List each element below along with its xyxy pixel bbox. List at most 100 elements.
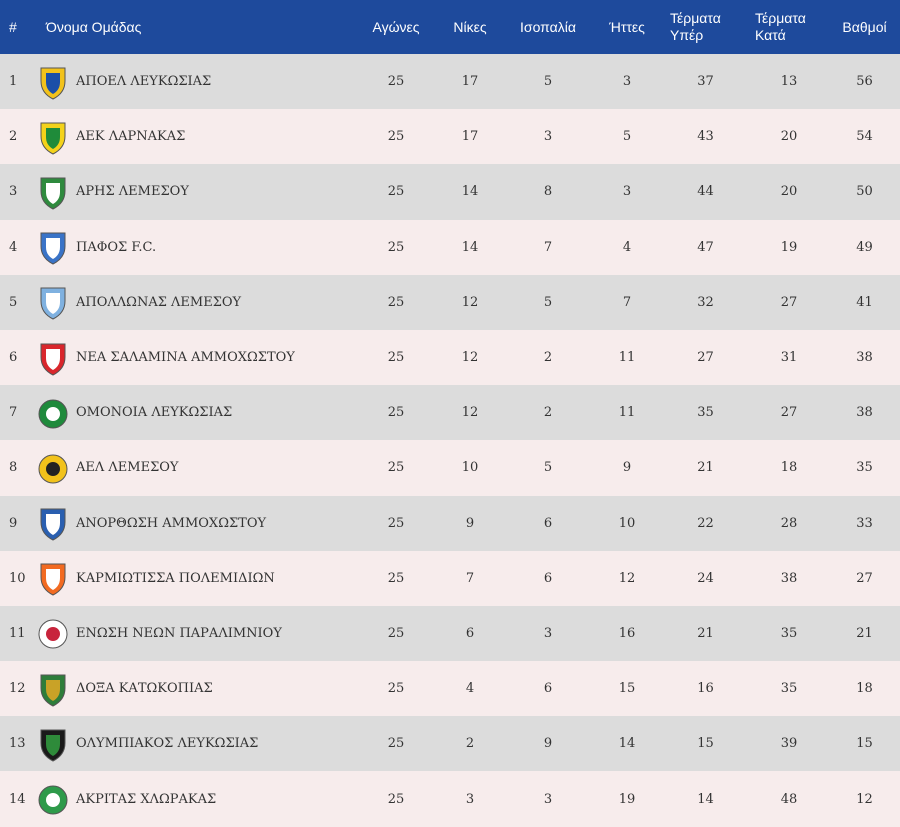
team-info[interactable]: ΑΠΟΕΛ ΛΕΥΚΩΣΙΑΣ	[38, 63, 356, 101]
team-name[interactable]: ΔΟΞΑ ΚΑΤΩΚΟΠΙΑΣ	[76, 681, 213, 697]
table-row[interactable]: 12 ΔΟΞΑ ΚΑΤΩΚΟΠΙΑΣ 25 4 6 15 16 35 18	[0, 661, 900, 717]
goals-against-cell: 18	[780, 460, 798, 476]
team-cell[interactable]: ΠΑΦΟΣ F.C.	[38, 220, 356, 275]
table-row[interactable]: 4 ΠΑΦΟΣ F.C. 25 14 7 4 47 19 49	[0, 219, 900, 275]
team-name[interactable]: ΠΑΦΟΣ F.C.	[76, 239, 157, 255]
rank-cell: 3	[9, 184, 18, 200]
team-cell[interactable]: ΟΜΟΝΟΙΑ ΛΕΥΚΩΣΙΑΣ	[38, 385, 356, 440]
wins-cell: 14	[461, 184, 479, 200]
goals-for-cell: 21	[697, 625, 714, 641]
goals-for-cell: 37	[697, 74, 714, 90]
team-info[interactable]: ΑΕΚ ΛΑΡΝΑΚΑΣ	[38, 118, 356, 156]
table-row[interactable]: 2 ΑΕΚ ΛΑΡΝΑΚΑΣ 25 17 3 5 43 20 54	[0, 109, 900, 165]
goals-against-cell: 27	[780, 294, 798, 310]
table-row[interactable]: 3 ΑΡΗΣ ΛΕΜΕΣΟΥ 25 14 8 3 44 20 50	[0, 164, 900, 220]
points-cell: 15	[856, 736, 873, 752]
team-info[interactable]: ΚΑΡΜΙΩΤΙΣΣΑ ΠΟΛΕΜΙΔΙΩΝ	[38, 559, 356, 597]
table-row[interactable]: 14 ΑΚΡΙΤΑΣ ΧΛΩΡΑΚΑΣ 25 3 3 19 14 48 12	[0, 771, 900, 827]
points-cell: 21	[856, 625, 873, 641]
team-cell[interactable]: ΟΛΥΜΠΙΑΚΟΣ ΛΕΥΚΩΣΙΑΣ	[38, 716, 356, 771]
team-name[interactable]: ΝΕΑ ΣΑΛΑΜΙΝΑ ΑΜΜΟΧΩΣΤΟΥ	[76, 350, 295, 366]
wins-cell: 4	[465, 681, 475, 697]
wins-cell: 17	[461, 74, 479, 90]
header-rank[interactable]: #	[9, 18, 17, 35]
points-cell: 41	[856, 294, 873, 310]
team-name[interactable]: ΚΑΡΜΙΩΤΙΣΣΑ ΠΟΛΕΜΙΔΙΩΝ	[76, 570, 275, 586]
header-draws[interactable]: Ισοπαλία	[520, 18, 576, 35]
team-cell[interactable]: ΑΝΟΡΘΩΣΗ ΑΜΜΟΧΩΣΤΟΥ	[38, 496, 356, 551]
played-cell: 25	[387, 184, 405, 200]
header-goals-for[interactable]: Τέρματα Υπέρ	[662, 0, 749, 54]
team-name[interactable]: ΑΠΟΕΛ ΛΕΥΚΩΣΙΑΣ	[76, 74, 212, 90]
played-cell: 25	[387, 570, 405, 586]
draws-cell: 7	[543, 239, 553, 255]
header-goals-against-line2: Κατά	[755, 27, 786, 43]
table-row[interactable]: 11 ΕΝΩΣΗ ΝΕΩΝ ΠΑΡΑΛΙΜΝΙΟΥ 25 6 3 16 21 35 21	[0, 605, 900, 662]
table-row[interactable]: 13 ΟΛΥΜΠΙΑΚΟΣ ΛΕΥΚΩΣΙΑΣ 25 2 9 14 15 39 15	[0, 716, 900, 772]
enp-crest-icon	[38, 614, 68, 652]
goals-for-cell: 22	[697, 515, 714, 531]
rank-cell: 12	[9, 681, 26, 697]
team-info[interactable]: ΑΕΛ ΛΕΜΕΣΟΥ	[38, 449, 356, 487]
team-cell[interactable]: ΑΕΛ ΛΕΜΕΣΟΥ	[38, 440, 356, 495]
goals-against-cell: 28	[780, 515, 798, 531]
wins-cell: 3	[465, 791, 475, 807]
draws-cell: 3	[543, 791, 553, 807]
team-cell[interactable]: ΔΟΞΑ ΚΑΤΩΚΟΠΙΑΣ	[38, 661, 356, 716]
team-info[interactable]: ΝΕΑ ΣΑΛΑΜΙΝΑ ΑΜΜΟΧΩΣΤΟΥ	[38, 339, 356, 377]
team-name[interactable]: ΑΡΗΣ ΛΕΜΕΣΟΥ	[76, 184, 189, 200]
team-name[interactable]: ΕΝΩΣΗ ΝΕΩΝ ΠΑΡΑΛΙΜΝΙΟΥ	[76, 625, 282, 641]
played-cell: 25	[387, 74, 405, 90]
points-cell: 27	[856, 570, 873, 586]
table-row[interactable]: 10 ΚΑΡΜΙΩΤΙΣΣΑ ΠΟΛΕΜΙΔΙΩΝ 25 7 6 12 24 38 27	[0, 550, 900, 606]
losses-cell: 11	[618, 350, 636, 366]
anorthosis-crest-icon	[38, 504, 68, 542]
team-info[interactable]: ΟΛΥΜΠΙΑΚΟΣ ΛΕΥΚΩΣΙΑΣ	[38, 725, 356, 763]
header-wins[interactable]: Νίκες	[453, 18, 487, 35]
table-row[interactable]: 1 ΑΠΟΕΛ ΛΕΥΚΩΣΙΑΣ 25 17 5 3 37 13 56	[0, 54, 900, 110]
team-name[interactable]: ΑΕΚ ΛΑΡΝΑΚΑΣ	[76, 129, 186, 145]
team-name[interactable]: ΑΚΡΙΤΑΣ ΧΛΩΡΑΚΑΣ	[76, 791, 217, 807]
points-cell: 56	[856, 74, 873, 90]
team-cell[interactable]: ΚΑΡΜΙΩΤΙΣΣΑ ΠΟΛΕΜΙΔΙΩΝ	[38, 551, 356, 606]
team-name[interactable]: ΟΜΟΝΟΙΑ ΛΕΥΚΩΣΙΑΣ	[76, 405, 233, 421]
points-cell: 38	[856, 405, 873, 421]
table-row[interactable]: 5 ΑΠΟΛΛΩΝΑΣ ΛΕΜΕΣΟΥ 25 12 5 7 32 27 41	[0, 274, 900, 330]
header-losses[interactable]: Ήττες	[609, 18, 645, 35]
losses-cell: 3	[622, 184, 632, 200]
losses-cell: 16	[618, 625, 636, 641]
team-name[interactable]: ΑΝΟΡΘΩΣΗ ΑΜΜΟΧΩΣΤΟΥ	[76, 515, 267, 531]
team-cell[interactable]: ΑΠΟΕΛ ΛΕΥΚΩΣΙΑΣ	[38, 54, 356, 109]
team-cell[interactable]: ΕΝΩΣΗ ΝΕΩΝ ΠΑΡΑΛΙΜΝΙΟΥ	[38, 606, 356, 661]
team-info[interactable]: ΟΜΟΝΟΙΑ ΛΕΥΚΩΣΙΑΣ	[38, 394, 356, 432]
team-info[interactable]: ΑΚΡΙΤΑΣ ΧΛΩΡΑΚΑΣ	[38, 780, 356, 818]
team-info[interactable]: ΠΑΦΟΣ F.C.	[38, 228, 356, 266]
header-points[interactable]: Βαθμοί	[842, 18, 887, 35]
table-row[interactable]: 8 ΑΕΛ ΛΕΜΕΣΟΥ 25 10 5 9 21 18 35	[0, 440, 900, 496]
goals-against-cell: 13	[780, 74, 798, 90]
team-info[interactable]: ΕΝΩΣΗ ΝΕΩΝ ΠΑΡΑΛΙΜΝΙΟΥ	[38, 614, 356, 652]
team-name[interactable]: ΑΠΟΛΛΩΝΑΣ ΛΕΜΕΣΟΥ	[76, 294, 242, 310]
team-info[interactable]: ΑΝΟΡΘΩΣΗ ΑΜΜΟΧΩΣΤΟΥ	[38, 504, 356, 542]
team-cell[interactable]: ΑΕΚ ΛΑΡΝΑΚΑΣ	[38, 109, 356, 164]
team-cell[interactable]: ΑΠΟΛΛΩΝΑΣ ΛΕΜΕΣΟΥ	[38, 275, 356, 330]
team-name[interactable]: ΑΕΛ ΛΕΜΕΣΟΥ	[76, 460, 179, 476]
table-row[interactable]: 7 ΟΜΟΝΟΙΑ ΛΕΥΚΩΣΙΑΣ 25 12 2 11 35 27 38	[0, 385, 900, 441]
points-cell: 49	[856, 239, 873, 255]
team-info[interactable]: ΑΡΗΣ ΛΕΜΕΣΟΥ	[38, 173, 356, 211]
goals-against-cell: 38	[780, 570, 798, 586]
team-info[interactable]: ΔΟΞΑ ΚΑΤΩΚΟΠΙΑΣ	[38, 670, 356, 708]
table-row[interactable]: 6 ΝΕΑ ΣΑΛΑΜΙΝΑ ΑΜΜΟΧΩΣΤΟΥ 25 12 2 11 27 31 38	[0, 329, 900, 386]
team-cell[interactable]: ΑΡΗΣ ΛΕΜΕΣΟΥ	[38, 164, 356, 219]
header-team-name[interactable]: Όνομα Ομάδας	[46, 18, 142, 35]
header-played[interactable]: Αγώνες	[372, 18, 420, 35]
table-row[interactable]: 9 ΑΝΟΡΘΩΣΗ ΑΜΜΟΧΩΣΤΟΥ 25 9 6 10 22 28 33	[0, 495, 900, 551]
team-name[interactable]: ΟΛΥΜΠΙΑΚΟΣ ΛΕΥΚΩΣΙΑΣ	[76, 736, 259, 752]
rank-cell: 1	[9, 74, 18, 90]
team-cell[interactable]: ΝΕΑ ΣΑΛΑΜΙΝΑ ΑΜΜΟΧΩΣΤΟΥ	[38, 330, 356, 385]
team-cell[interactable]: ΑΚΡΙΤΑΣ ΧΛΩΡΑΚΑΣ	[38, 771, 356, 826]
team-info[interactable]: ΑΠΟΛΛΩΝΑΣ ΛΕΜΕΣΟΥ	[38, 283, 356, 321]
draws-cell: 9	[543, 736, 553, 752]
goals-for-cell: 32	[697, 294, 714, 310]
header-goals-against[interactable]: Τέρματα Κατά	[749, 0, 829, 54]
